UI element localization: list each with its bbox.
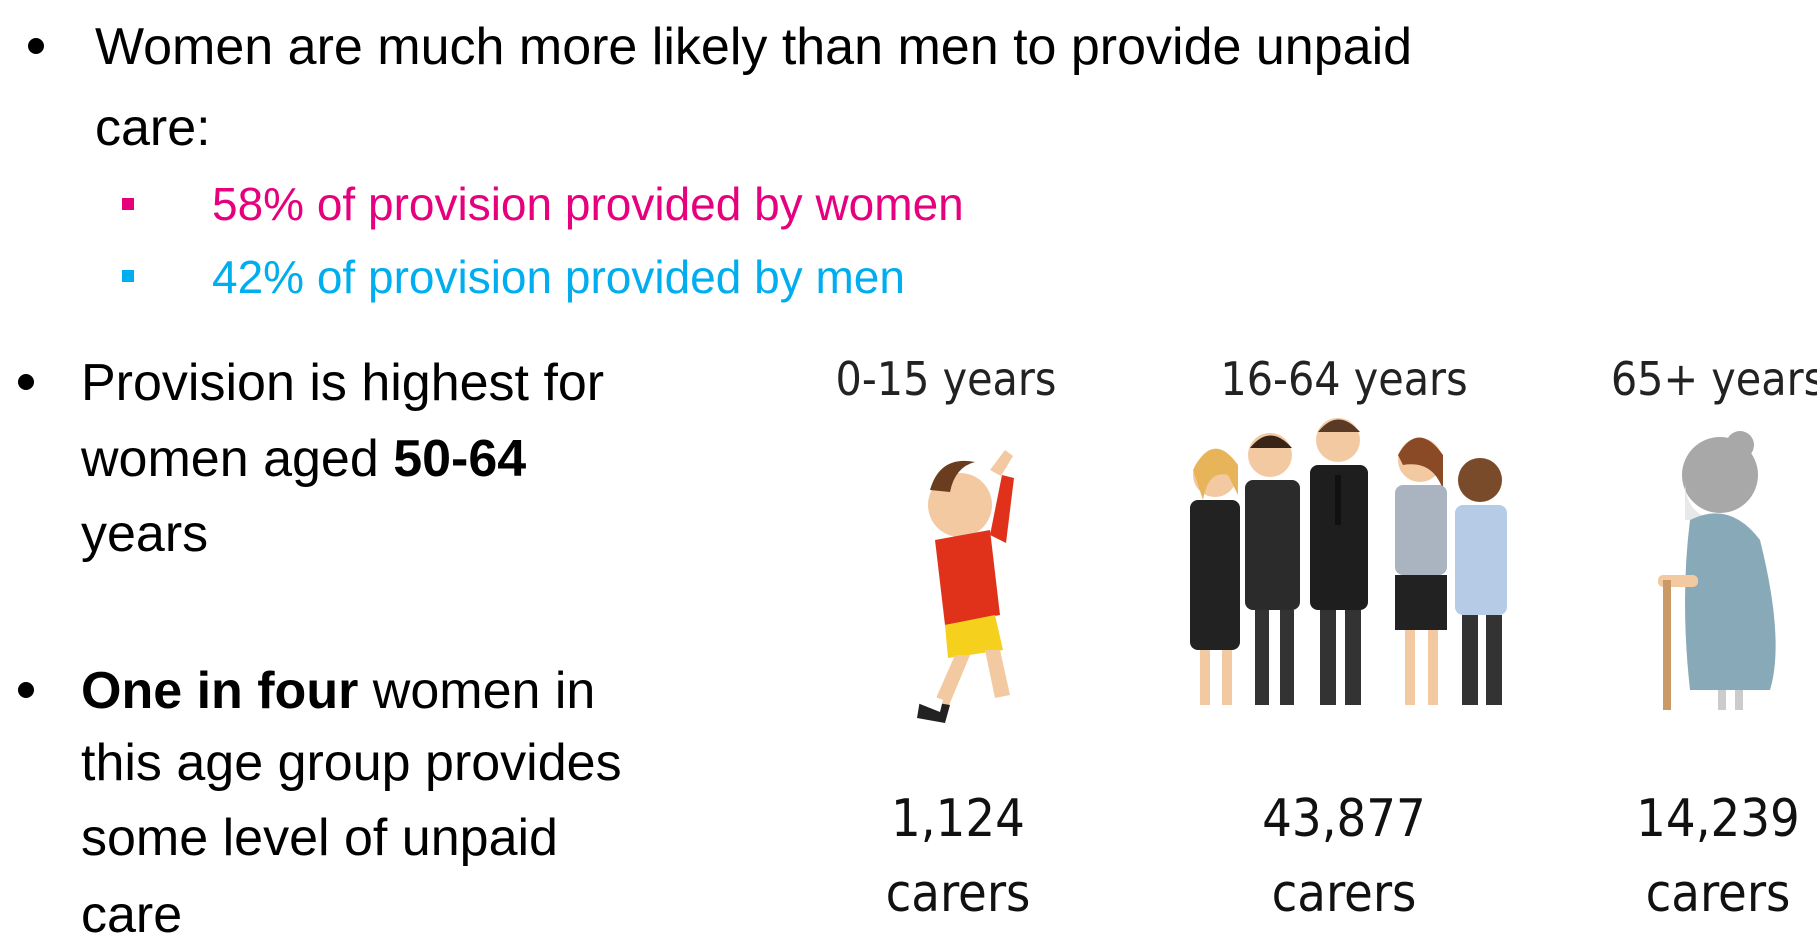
carer-unit: carers	[886, 864, 1031, 924]
age-label: 65+ years	[1611, 352, 1817, 406]
bullet-text: years	[81, 505, 208, 563]
bullet-text: care:	[95, 99, 211, 157]
text-run: some level of unpaid	[81, 809, 558, 867]
bullet-text: Women are much more likely than men to p…	[95, 18, 1412, 76]
bullet-text: One in four women in	[81, 662, 595, 720]
carer-count: 14,239	[1636, 789, 1800, 849]
bullet-dot	[28, 38, 44, 54]
sub-bullet-text: 42% of provision provided by men	[212, 251, 905, 303]
carer-count: 43,877	[1262, 789, 1426, 849]
carer-count: 1,124	[891, 789, 1025, 849]
bullet-dot	[18, 682, 34, 698]
carer-unit: carers	[1272, 864, 1417, 924]
bullet-text: this age group provides	[81, 734, 622, 792]
text-run: care	[81, 886, 182, 944]
bullet-text: some level of unpaid	[81, 809, 558, 867]
slide: Women are much more likely than men to p…	[0, 0, 1817, 945]
sub-bullet	[122, 198, 134, 210]
adults-illustration	[1190, 418, 1507, 705]
child-illustration	[915, 450, 1014, 723]
text-run: Provision is highest for	[81, 354, 604, 412]
age-label: 0-15 years	[836, 352, 1057, 406]
carer-unit: carers	[1646, 864, 1791, 924]
bullet-text: women aged 50-64	[80, 430, 526, 488]
sub-bullet	[122, 270, 134, 282]
page: Women are much more likely than men to p…	[0, 0, 1817, 945]
text-run: women aged	[80, 430, 393, 488]
age-label: 16-64 years	[1220, 352, 1467, 406]
text-run: women in	[358, 662, 595, 720]
elderly-illustration	[1658, 431, 1776, 710]
bullet-dot	[18, 374, 34, 390]
bold-run: 50-64	[393, 430, 526, 488]
text-run: this age group provides	[81, 734, 622, 792]
bold-run: One in four	[81, 662, 358, 720]
bullet-text: care	[81, 886, 182, 944]
sub-bullet-text: 58% of provision provided by women	[212, 178, 964, 230]
bullet-text: Provision is highest for	[81, 354, 604, 412]
text-run: years	[81, 505, 208, 563]
